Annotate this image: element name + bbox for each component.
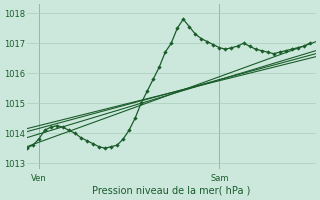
X-axis label: Pression niveau de la mer( hPa ): Pression niveau de la mer( hPa ): [92, 186, 251, 196]
